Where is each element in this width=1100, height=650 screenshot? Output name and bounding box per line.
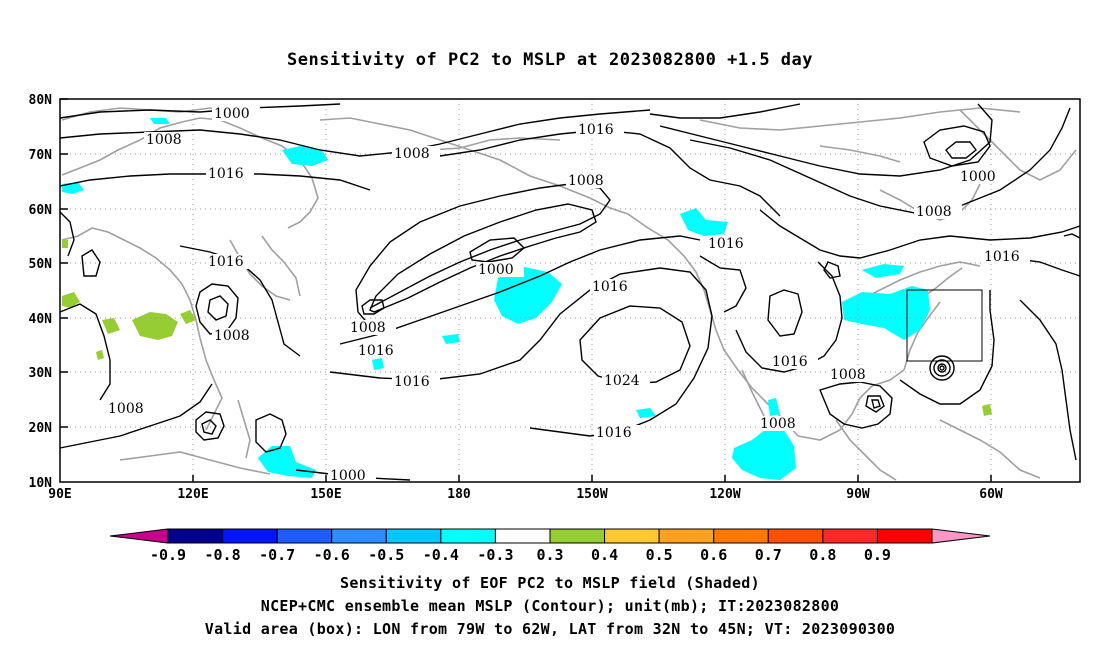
lon-label: 120W bbox=[709, 487, 740, 502]
colorbar-segment bbox=[822, 528, 878, 544]
lon-label: 180 bbox=[447, 487, 471, 502]
lon-label: 90E bbox=[48, 487, 71, 502]
caption-shading: Sensitivity of EOF PC2 to MSLP field (Sh… bbox=[340, 574, 760, 592]
latitude-labels: 80N 70N 60N 50N 40N 30N 20N 10N bbox=[29, 93, 53, 491]
colorbar-label: 0.9 bbox=[864, 546, 891, 564]
contour-labels: 1000 1008 1016 1008 1016 1008 1000 1016 … bbox=[106, 106, 1030, 484]
colorbar-label: -0.5 bbox=[368, 546, 404, 564]
contour-label: 1016 bbox=[208, 166, 244, 182]
lat-label: 70N bbox=[29, 148, 53, 163]
contour-label: 1016 bbox=[578, 122, 614, 138]
contour-label: 1008 bbox=[350, 320, 386, 336]
longitude-labels: 90E 120E 150E 180 150W 120W 90W 60W bbox=[48, 487, 1003, 502]
colorbar-arrow-left bbox=[109, 528, 169, 544]
lon-label: 150W bbox=[576, 487, 607, 502]
colorbar-segment bbox=[385, 528, 442, 544]
contour-label: 1008 bbox=[394, 146, 430, 162]
valid-area-box bbox=[906, 289, 983, 362]
colorbar-label: 0.4 bbox=[591, 546, 618, 564]
colorbar-label: -0.3 bbox=[477, 546, 513, 564]
colorbar-label: -0.7 bbox=[259, 546, 295, 564]
contour-label: 1016 bbox=[708, 236, 744, 252]
colorbar-label: 0.3 bbox=[536, 546, 563, 564]
colorbar-segment bbox=[713, 528, 769, 544]
lat-label: 10N bbox=[29, 476, 53, 491]
colorbar-segment bbox=[658, 528, 715, 544]
contour-label: 1008 bbox=[830, 367, 866, 383]
colorbar-label: 0.5 bbox=[646, 546, 673, 564]
coastlines bbox=[61, 107, 1077, 481]
colorbar-segment bbox=[604, 528, 660, 544]
lat-label: 40N bbox=[29, 312, 53, 327]
colorbar-segment bbox=[767, 528, 824, 544]
contour-label: 1016 bbox=[984, 249, 1020, 265]
map-title: Sensitivity of PC2 to MSLP at 2023082800… bbox=[286, 50, 813, 70]
caption-valid-area: Valid area (box): LON from 79W to 62W, L… bbox=[204, 620, 896, 638]
colorbar-label: -0.4 bbox=[423, 546, 459, 564]
contour-label: 1008 bbox=[146, 132, 182, 148]
lon-label: 60W bbox=[979, 487, 1003, 502]
lat-label: 50N bbox=[29, 257, 53, 272]
lat-label: 30N bbox=[29, 366, 53, 381]
caption-contour: NCEP+CMC ensemble mean MSLP (Contour); u… bbox=[260, 597, 840, 615]
axis-ticks bbox=[60, 98, 992, 482]
contour-label: 1016 bbox=[394, 374, 430, 390]
plot-frame bbox=[59, 98, 1081, 483]
lat-label: 20N bbox=[29, 421, 53, 436]
contour-label: 1016 bbox=[596, 425, 632, 441]
contour-label: 1008 bbox=[760, 416, 796, 432]
colorbar-segment bbox=[167, 528, 224, 544]
colorbar-segment bbox=[222, 528, 278, 544]
colorbar-segment bbox=[494, 528, 551, 544]
lat-label: 80N bbox=[29, 93, 53, 108]
contour-label: 1000 bbox=[960, 169, 996, 185]
contour-label: 1008 bbox=[108, 401, 144, 417]
contour-label: 1000 bbox=[214, 106, 250, 122]
mslp-contours bbox=[59, 103, 1081, 481]
contour-label: 1008 bbox=[916, 204, 952, 220]
contour-label: 1008 bbox=[214, 328, 250, 344]
colorbar-label: 0.7 bbox=[755, 546, 782, 564]
colorbar-segment bbox=[440, 528, 496, 544]
contour-label: 1008 bbox=[568, 173, 604, 189]
colorbar-segment bbox=[549, 528, 606, 544]
lon-label: 120E bbox=[177, 487, 208, 502]
lon-label: 150E bbox=[310, 487, 341, 502]
colorbar: -0.9 -0.8 -0.7 -0.6 -0.5 -0.4 -0.3 0.3 0.4 0.5 0.6… bbox=[109, 528, 991, 564]
colorbar-segment bbox=[276, 528, 333, 544]
colorbar-arrow-right bbox=[931, 528, 991, 544]
colorbar-label: -0.9 bbox=[150, 546, 186, 564]
colorbar-label: -0.8 bbox=[205, 546, 241, 564]
contour-label: 1016 bbox=[592, 279, 628, 295]
contour-label: 1016 bbox=[772, 354, 808, 370]
contour-label: 1016 bbox=[358, 343, 394, 359]
colorbar-label: 0.6 bbox=[700, 546, 727, 564]
contour-label: 1024 bbox=[604, 373, 640, 389]
lon-label: 90W bbox=[846, 487, 870, 502]
sensitivity-shading bbox=[62, 118, 992, 480]
colorbar-segment bbox=[331, 528, 387, 544]
contour-label: 1000 bbox=[478, 262, 514, 278]
colorbar-label: 0.8 bbox=[809, 546, 836, 564]
colorbar-segment bbox=[876, 528, 933, 544]
contour-label: 1016 bbox=[208, 254, 244, 270]
lat-label: 60N bbox=[29, 203, 53, 218]
contour-label: 1000 bbox=[330, 468, 366, 484]
colorbar-label: -0.6 bbox=[314, 546, 350, 564]
